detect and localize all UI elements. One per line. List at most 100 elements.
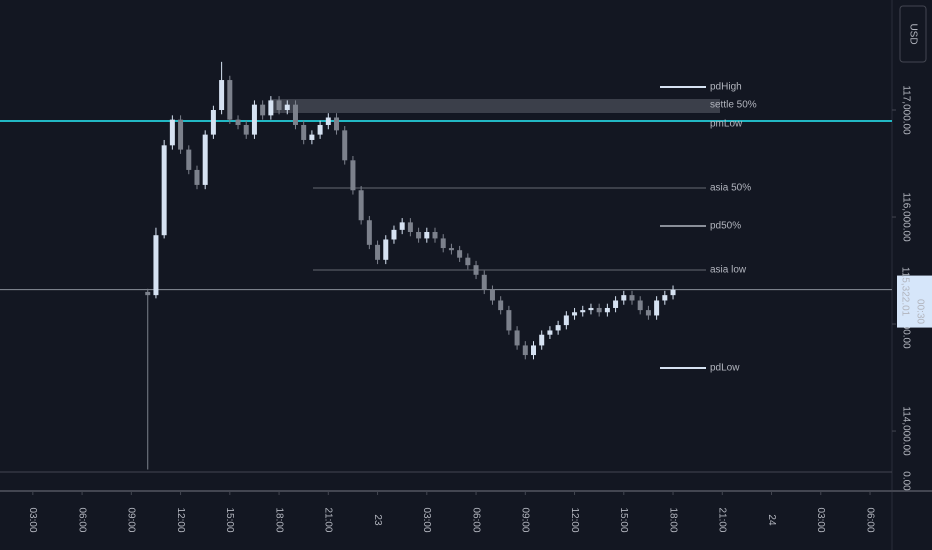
candle-body	[547, 330, 553, 335]
candle-body	[489, 289, 495, 301]
x-tick-label: 21:00	[717, 507, 728, 532]
x-tick-label: 09:00	[520, 507, 531, 532]
candle-body	[268, 100, 274, 116]
last-price-badge	[897, 275, 932, 328]
x-tick-label: 03:00	[421, 507, 432, 532]
lower-pane-label: 0.00	[900, 471, 911, 491]
candle-body	[342, 130, 348, 161]
candle-body	[637, 300, 643, 311]
x-tick-label: 03:00	[27, 507, 38, 532]
candle-body	[210, 110, 216, 135]
level-label: pdLow	[710, 363, 740, 374]
candle-body	[432, 231, 438, 239]
candle-body	[440, 238, 446, 249]
candle-body	[375, 244, 381, 260]
candle-body	[506, 310, 512, 331]
candle-body	[572, 312, 578, 316]
candle-body	[292, 104, 298, 125]
settle-box	[270, 98, 720, 114]
candle-body	[317, 124, 323, 135]
x-tick-label: 23	[372, 514, 383, 526]
candle-body	[260, 104, 266, 116]
candle-body	[407, 222, 413, 232]
countdown-label: 00:30	[914, 299, 925, 324]
x-tick-label: 18:00	[667, 507, 678, 532]
candle-body	[243, 124, 249, 135]
candle-body	[613, 300, 619, 308]
level-label: pdHigh	[710, 82, 742, 93]
candle-body	[227, 80, 233, 120]
currency-label[interactable]: USD	[907, 23, 918, 44]
y-tick-label: 117,000.00	[900, 85, 911, 135]
candle-body	[473, 265, 479, 275]
candle-body	[416, 231, 422, 239]
candle-body	[383, 239, 389, 260]
candle-body	[522, 345, 528, 356]
candle-body	[498, 300, 504, 311]
candle-body	[596, 307, 602, 313]
candle-body	[621, 295, 627, 301]
x-tick-label: 15:00	[224, 507, 235, 532]
candle-body	[448, 248, 454, 251]
candle-body	[481, 274, 487, 290]
candle-body	[284, 104, 290, 111]
candle-body	[629, 295, 635, 301]
x-tick-label: 09:00	[126, 507, 137, 532]
candle-body	[366, 220, 372, 245]
candle-body	[301, 124, 307, 140]
level-label: pmLow	[710, 119, 743, 130]
x-tick-label: 18:00	[273, 507, 284, 532]
candle-body	[645, 310, 651, 316]
candle-body	[563, 315, 569, 326]
level-label: pd50%	[710, 221, 741, 232]
candle-body	[358, 190, 364, 221]
candle-body	[465, 257, 471, 266]
x-tick-label: 21:00	[323, 507, 334, 532]
candle-body	[169, 119, 175, 146]
candle-body	[235, 119, 241, 125]
candle-body	[555, 325, 561, 331]
x-tick-label: 06:00	[864, 507, 875, 532]
candle-body	[391, 229, 397, 240]
candle-body	[580, 310, 586, 313]
candle-body	[186, 149, 192, 170]
candle-body	[670, 289, 676, 296]
candle-body	[350, 160, 356, 191]
x-tick-label: 12:00	[175, 507, 186, 532]
candle-body	[276, 100, 282, 111]
candle-body	[251, 104, 257, 135]
x-tick-label: 15:00	[618, 507, 629, 532]
candle-body	[178, 119, 184, 150]
candle-body	[153, 235, 159, 296]
candle-body	[531, 345, 537, 356]
candle-body	[145, 291, 151, 296]
candle-body	[539, 334, 545, 346]
candle-body	[654, 300, 660, 316]
currency-badge[interactable]	[899, 5, 927, 63]
candle-body	[219, 80, 225, 111]
candle-body	[604, 307, 610, 313]
x-tick-label: 12:00	[569, 507, 580, 532]
y-tick-label: 116,000.00	[900, 192, 911, 242]
candle-body	[588, 307, 594, 311]
x-tick-label: 06:00	[470, 507, 481, 532]
candle-body	[309, 134, 315, 140]
candle-body	[161, 145, 167, 236]
x-tick-label: 24	[766, 514, 777, 526]
y-tick-label: 114,000.00	[900, 406, 911, 456]
level-label: asia low	[710, 265, 747, 276]
candle-body	[662, 295, 668, 301]
x-tick-label: 03:00	[815, 507, 826, 532]
candle-body	[424, 231, 430, 239]
last-price-label: 115,322.01	[899, 267, 910, 317]
candle-body	[202, 134, 208, 185]
x-tick-label: 06:00	[76, 507, 87, 532]
candle-body	[194, 169, 200, 185]
candle-body	[334, 117, 340, 131]
candle-body	[457, 250, 463, 258]
level-label: asia 50%	[710, 183, 751, 194]
candle-body	[399, 222, 405, 230]
